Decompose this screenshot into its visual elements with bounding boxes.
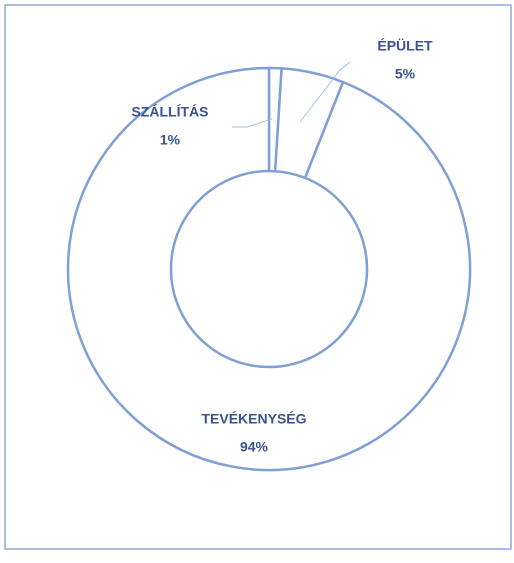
slice-label: TEVÉKENYSÉG xyxy=(201,411,306,427)
leader-line xyxy=(232,118,273,128)
donut-slice xyxy=(66,66,472,472)
leader-line xyxy=(299,61,351,123)
slice-value-label: 5% xyxy=(395,66,416,82)
slice-value-label: 94% xyxy=(240,439,269,455)
slice-label: SZÁLLÍTÁS xyxy=(132,104,209,120)
slice-label: ÉPÜLET xyxy=(377,38,433,54)
slice-value-label: 1% xyxy=(160,132,181,148)
